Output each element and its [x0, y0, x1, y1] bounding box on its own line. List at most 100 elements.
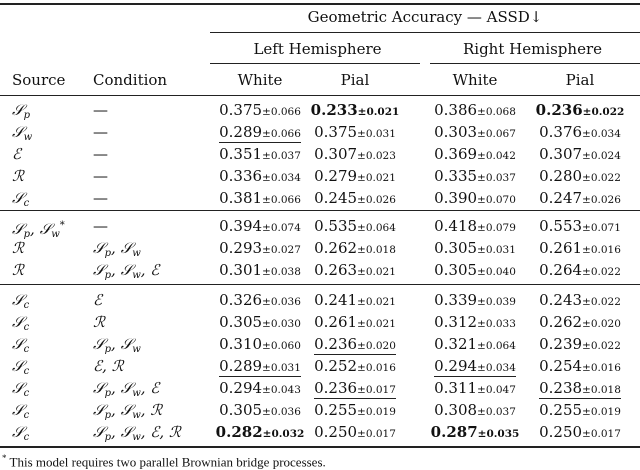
- std-value: ±0.018: [582, 384, 621, 396]
- right-pial-cell: 0.553±0.071: [525, 217, 635, 237]
- mean-value: 0.280: [539, 167, 583, 185]
- right-white-cell: 0.287±0.035: [420, 423, 530, 443]
- left-white-header: White: [237, 71, 283, 89]
- std-value: ±0.022: [582, 172, 621, 184]
- std-value: ±0.066: [262, 194, 301, 206]
- mean-value: 0.335: [434, 167, 478, 185]
- mean-value: 0.386: [434, 101, 478, 119]
- right-white-cell: 0.294±0.034: [420, 357, 530, 377]
- std-value: ±0.026: [357, 194, 396, 206]
- left-pial-cell: 0.236±0.017: [300, 379, 410, 399]
- right-pial-cell: 0.238±0.018: [525, 379, 635, 399]
- std-value: ±0.023: [357, 150, 396, 162]
- std-value: ±0.024: [582, 150, 621, 162]
- right-white-cell: 0.386±0.068: [420, 101, 530, 121]
- left-pial-cell: 0.252±0.016: [300, 357, 410, 377]
- std-value: ±0.019: [357, 406, 396, 418]
- group-separator-rule: [0, 210, 640, 211]
- std-value: ±0.031: [357, 128, 396, 140]
- std-value: ±0.071: [582, 222, 621, 234]
- mean-value: 0.311: [434, 379, 478, 397]
- right-white-cell: 0.369±0.042: [420, 145, 530, 165]
- std-value: ±0.021: [357, 172, 396, 184]
- std-value: ±0.036: [262, 406, 301, 418]
- mean-value: 0.301: [219, 261, 263, 279]
- source-cell: ℛ: [12, 167, 24, 185]
- std-value: ±0.019: [582, 406, 621, 418]
- mean-value: 0.369: [434, 145, 478, 163]
- mean-value: 0.381: [219, 189, 263, 207]
- left-white-cell: 0.301±0.038: [205, 261, 315, 281]
- std-value: ±0.016: [582, 362, 621, 374]
- bottom-rule: [0, 446, 640, 448]
- std-value: ±0.043: [262, 384, 301, 396]
- std-value: ±0.022: [582, 340, 621, 352]
- std-value: ±0.036: [262, 296, 301, 308]
- std-value: ±0.070: [477, 194, 516, 206]
- std-value: ±0.017: [582, 428, 621, 440]
- condition-cell: —: [93, 217, 108, 235]
- mean-value: 0.310: [219, 335, 263, 353]
- std-value: ±0.060: [262, 340, 301, 352]
- condition-cell: 𝒮p, 𝒮w, ℰ: [93, 379, 160, 399]
- source-cell: ℛ: [12, 261, 24, 279]
- mean-value: 0.263: [314, 261, 358, 279]
- mean-value: 0.279: [314, 167, 358, 185]
- mean-value: 0.535: [314, 217, 358, 235]
- left-white-cell: 0.381±0.066: [205, 189, 315, 209]
- group-rule: [210, 32, 640, 33]
- right-pial-cell: 0.250±0.017: [525, 423, 635, 443]
- right-pial-cell: 0.254±0.016: [525, 357, 635, 377]
- condition-cell: 𝒮p, 𝒮w, ℰ: [93, 261, 160, 281]
- right-pial-cell: 0.262±0.020: [525, 313, 635, 333]
- condition-cell: 𝒮p, 𝒮w, ℰ, ℛ: [93, 423, 181, 443]
- mean-value: 0.289: [219, 357, 263, 375]
- condition-cell: —: [93, 189, 108, 207]
- left-white-cell: 0.326±0.036: [205, 291, 315, 311]
- mean-value: 0.236: [314, 335, 358, 353]
- left-white-cell: 0.305±0.030: [205, 313, 315, 333]
- std-value: ±0.066: [262, 106, 301, 118]
- source-cell: 𝒮c: [12, 291, 30, 311]
- left-pial-cell: 0.535±0.064: [300, 217, 410, 237]
- std-value: ±0.016: [582, 244, 621, 256]
- mean-value: 0.305: [434, 239, 478, 257]
- left-pial-cell: 0.375±0.031: [300, 123, 410, 143]
- condition-cell: ℰ: [93, 291, 103, 309]
- mean-value: 0.247: [539, 189, 583, 207]
- std-value: ±0.068: [477, 106, 516, 118]
- std-value: ±0.017: [357, 384, 396, 396]
- mean-value: 0.305: [219, 401, 263, 419]
- std-value: ±0.034: [262, 172, 301, 184]
- left-white-cell: 0.289±0.066: [205, 123, 315, 143]
- std-value: ±0.022: [582, 296, 621, 308]
- condition-cell: 𝒮p, 𝒮w: [93, 335, 141, 355]
- source-cell: 𝒮c: [12, 423, 30, 443]
- mean-value: 0.321: [434, 335, 478, 353]
- source-cell: 𝒮c: [12, 401, 30, 421]
- source-cell: 𝒮c: [12, 335, 30, 355]
- std-value: ±0.027: [262, 244, 301, 256]
- left-pial-cell: 0.255±0.019: [300, 401, 410, 421]
- condition-cell: —: [93, 145, 108, 163]
- right-pial-cell: 0.261±0.016: [525, 239, 635, 259]
- mean-value: 0.245: [314, 189, 358, 207]
- mean-value: 0.294: [434, 357, 478, 375]
- right-white-cell: 0.308±0.037: [420, 401, 530, 421]
- std-value: ±0.047: [477, 384, 516, 396]
- source-cell: 𝒮p: [12, 101, 31, 121]
- mean-value: 0.287: [430, 423, 478, 441]
- condition-cell: —: [93, 123, 108, 141]
- right-white-cell: 0.311±0.047: [420, 379, 530, 399]
- source-cell: 𝒮c: [12, 379, 30, 399]
- left-white-cell: 0.375±0.066: [205, 101, 315, 121]
- mean-value: 0.339: [434, 291, 478, 309]
- std-value: ±0.064: [357, 222, 396, 234]
- left-white-cell: 0.289±0.031: [205, 357, 315, 377]
- std-value: ±0.017: [357, 428, 396, 440]
- std-value: ±0.037: [477, 172, 516, 184]
- right-pial-cell: 0.247±0.026: [525, 189, 635, 209]
- std-value: ±0.021: [357, 318, 396, 330]
- right-white-cell: 0.305±0.040: [420, 261, 530, 281]
- mean-value: 0.254: [539, 357, 583, 375]
